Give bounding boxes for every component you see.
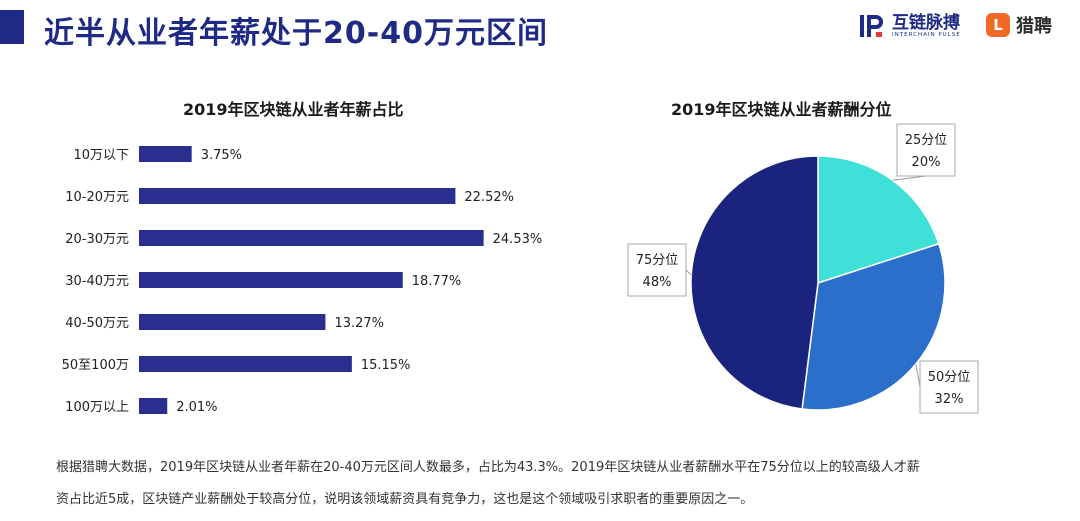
brand-name: 互链脉搏: [892, 12, 960, 33]
pie-slice-value: 20%: [912, 155, 941, 170]
bar: [139, 272, 403, 288]
pie-slice-label: 50分位: [928, 370, 971, 385]
brand-interchain-pulse: 互链脉搏 INTERCHAIN PULSE: [858, 12, 961, 40]
partner-name: 猎聘: [1016, 16, 1052, 37]
pie-leader-line: [915, 363, 921, 388]
bar-chart-title: 2019年区块链从业者年薪占比: [183, 100, 404, 119]
bar: [139, 356, 352, 372]
pie-slice-label: 75分位: [636, 253, 679, 268]
bar-value-label: 18.77%: [412, 274, 462, 289]
pie-slice-value: 32%: [935, 392, 964, 407]
bar-category-label: 100万以上: [65, 400, 129, 415]
footer-note: 根据猎聘大数据，2019年区块链从业者年薪在20-40万元区间人数最多，占比为4…: [56, 452, 1056, 516]
brand-subtitle: INTERCHAIN PULSE: [892, 31, 961, 38]
bar: [139, 230, 484, 246]
title-accent-bar: [0, 10, 24, 44]
brand-liepin: L 猎聘: [986, 12, 1052, 38]
pie-callout-box: [627, 243, 687, 297]
pie-slice-value: 48%: [643, 275, 672, 290]
footer-line-1: 根据猎聘大数据，2019年区块链从业者年薪在20-40万元区间人数最多，占比为4…: [56, 460, 920, 475]
pie-callout-box: [896, 123, 956, 177]
bar-category-label: 20-30万元: [65, 232, 129, 247]
pie-leader-line: [892, 175, 927, 181]
pie-slice: [817, 155, 940, 285]
pie-chart: 25分位 20% 50分位 32% 75分位 48%: [627, 123, 979, 414]
bar-category-label: 50至100万: [62, 358, 129, 373]
bar: [139, 188, 456, 204]
bar-value-label: 3.75%: [201, 148, 242, 163]
bar-category-label: 10万以下: [73, 148, 129, 163]
ip-logo-icon: [858, 12, 886, 40]
bar-category-label: 40-50万元: [65, 316, 129, 331]
bar-value-label: 2.01%: [176, 400, 217, 415]
bar: [139, 398, 168, 414]
bar: [139, 146, 192, 162]
bar-category-label: 30-40万元: [65, 274, 129, 289]
pie-slice-label: 25分位: [905, 133, 948, 148]
bar-chart: 10万以下 3.75% 10-20万元 22.52% 20-30万元 24.53% 30-4…: [62, 146, 543, 415]
pie-leader-line: [685, 269, 692, 276]
footer-line-2: 资占比近5成，区块链产业薪酬处于较高分位，说明该领域薪资具有竞争力，这也是这个领…: [56, 492, 754, 507]
liepin-logo-icon: L: [986, 13, 1010, 37]
bar-value-label: 24.53%: [493, 232, 543, 247]
bar-value-label: 13.27%: [334, 316, 384, 331]
pie-slice: [690, 155, 819, 410]
pie-callout-box: [919, 360, 979, 414]
bar: [139, 314, 326, 330]
bar-value-label: 22.52%: [464, 190, 514, 205]
pie-chart-title: 2019年区块链从业者薪酬分位: [671, 100, 892, 119]
page-title: 近半从业者年薪处于20-40万元区间: [44, 16, 548, 51]
bar-category-label: 10-20万元: [65, 190, 129, 205]
bar-value-label: 15.15%: [361, 358, 411, 373]
